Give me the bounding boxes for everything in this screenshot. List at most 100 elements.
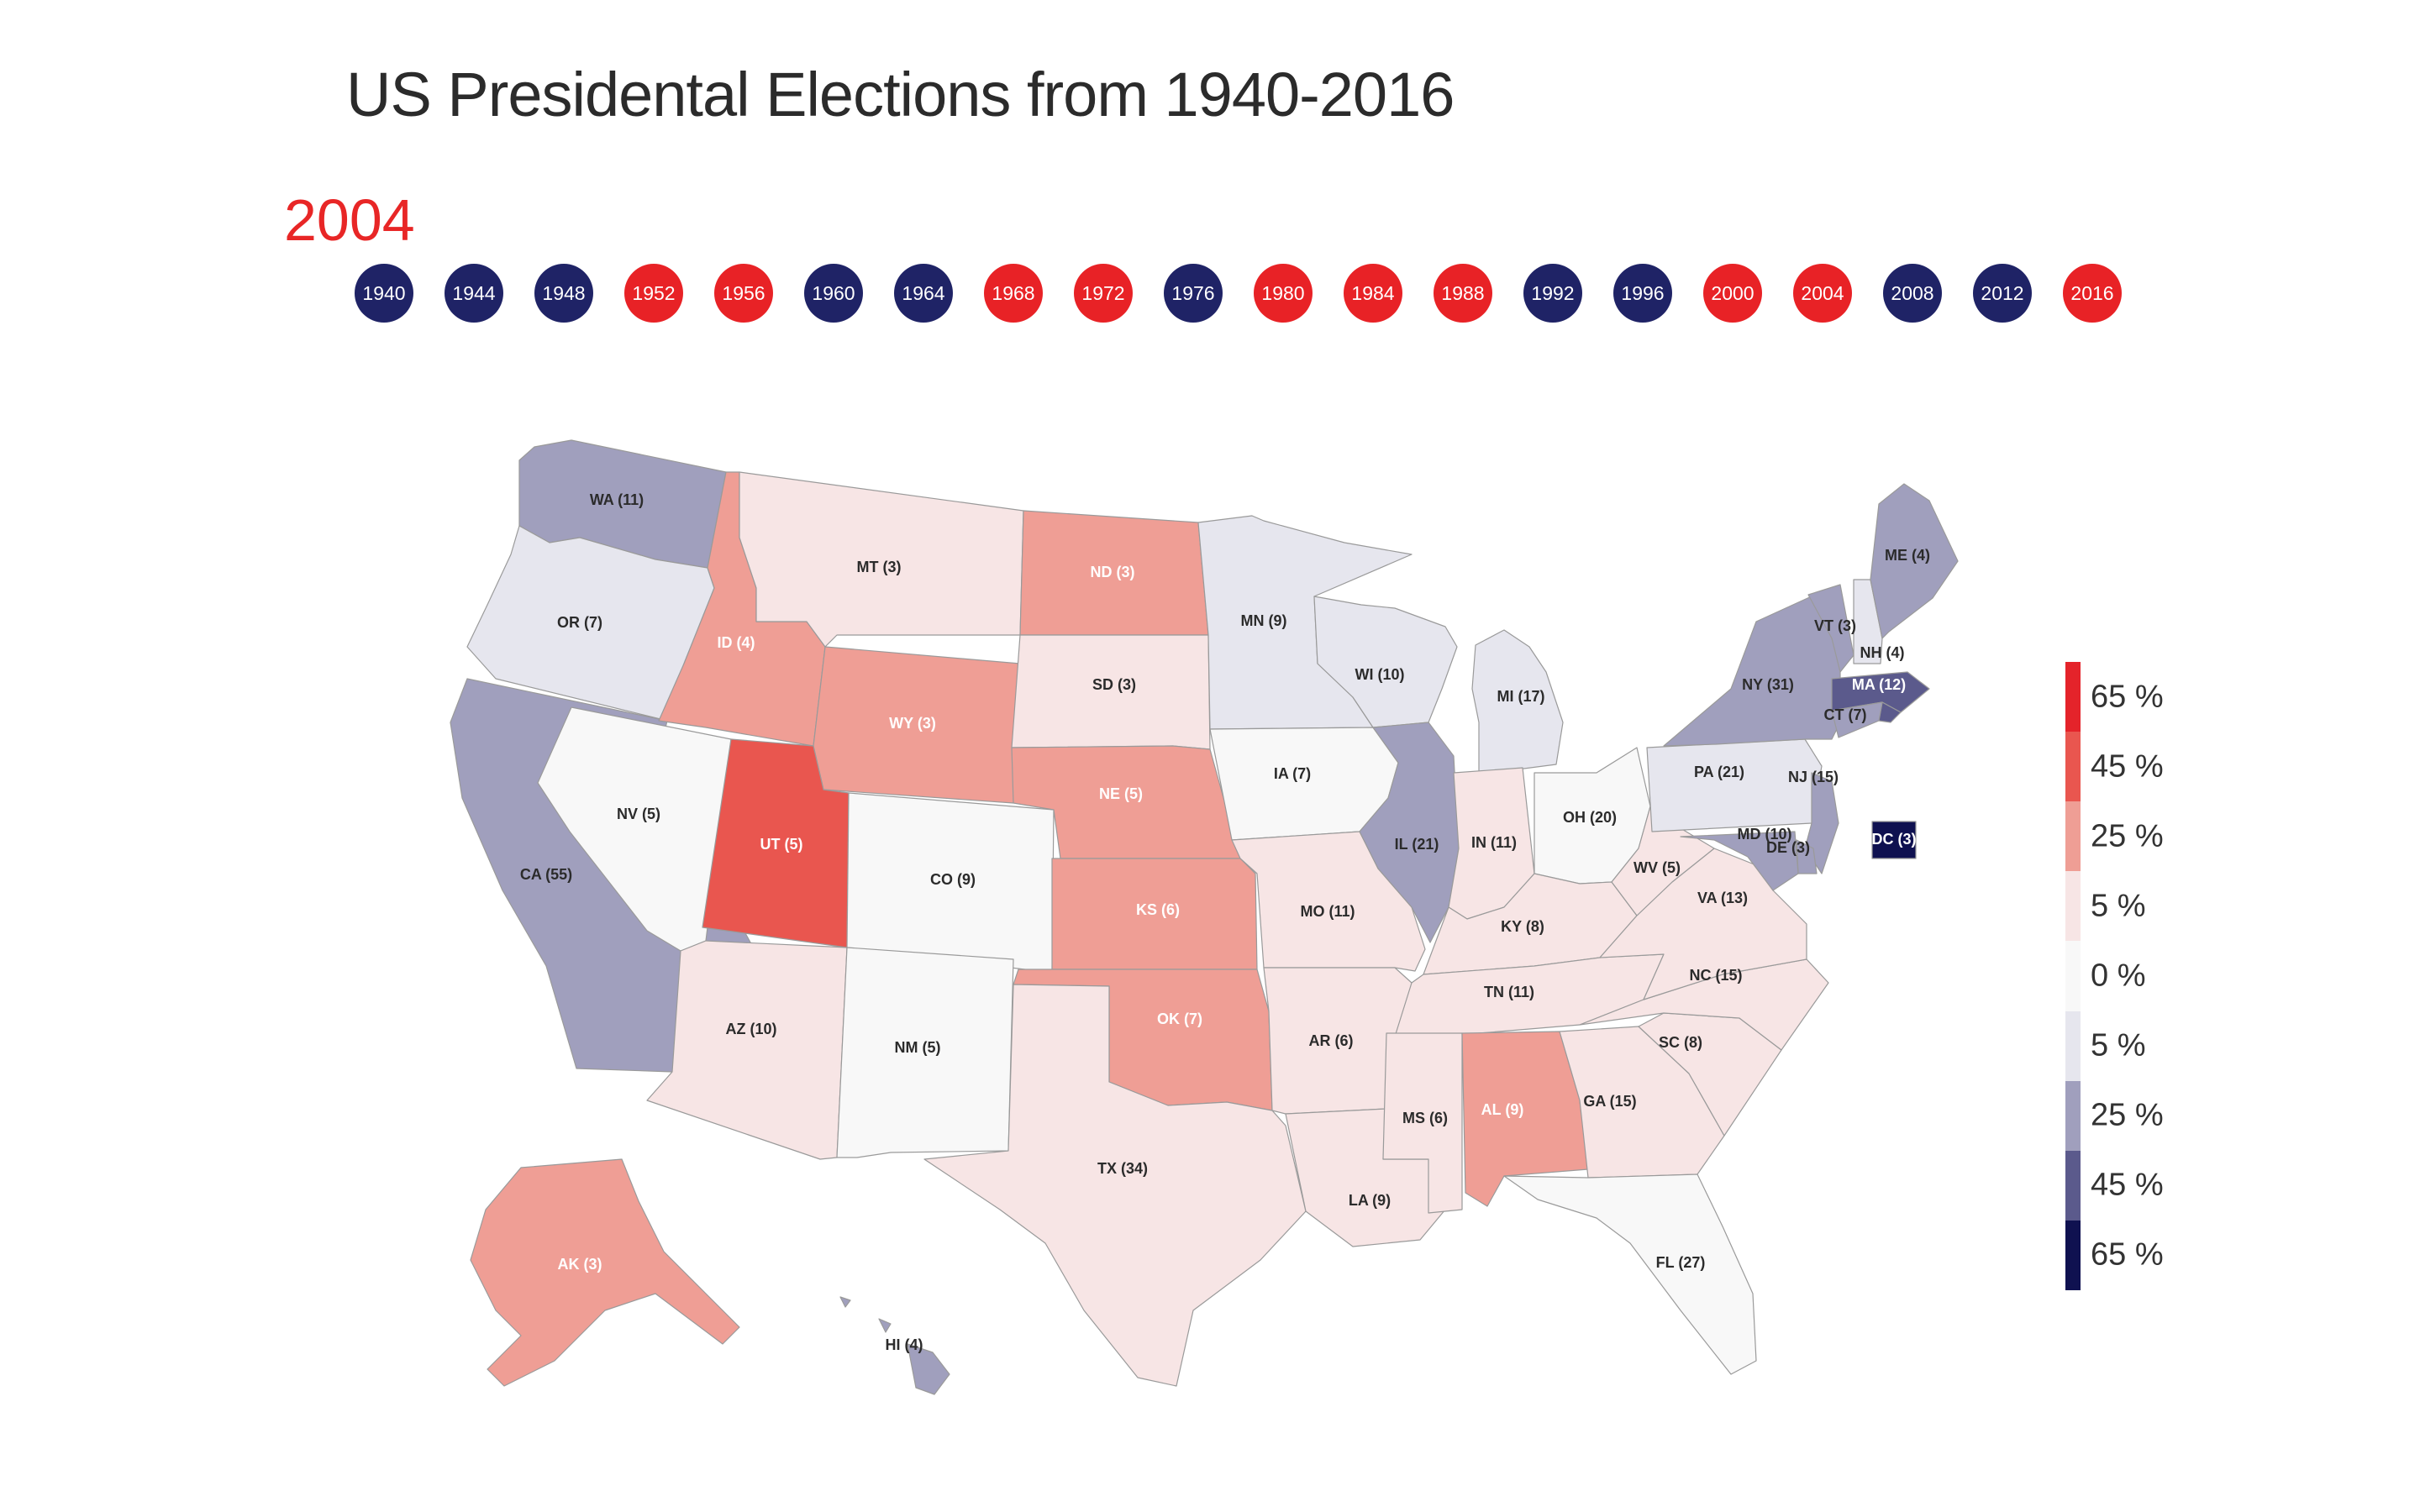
state-label-me: ME (4) <box>1885 547 1930 564</box>
state-label-mn: MN (9) <box>1241 612 1287 629</box>
year-button-2012[interactable]: 2012 <box>1973 264 2032 323</box>
year-button-1940[interactable]: 1940 <box>355 264 413 323</box>
state-nh[interactable] <box>1853 579 1883 664</box>
legend-label: 5 % <box>2091 888 2146 924</box>
state-label-nd: ND (3) <box>1091 564 1135 580</box>
legend-swatch <box>2065 1011 2081 1082</box>
state-label-va: VA (13) <box>1697 890 1748 906</box>
year-button-1996[interactable]: 1996 <box>1613 264 1672 323</box>
page-title: US Presidental Elections from 1940-2016 <box>346 60 1455 129</box>
legend-label: 25 % <box>2091 1097 2164 1133</box>
legend-swatch <box>2065 1080 2081 1152</box>
state-label-nj: NJ (15) <box>1788 769 1839 785</box>
year-button-2016[interactable]: 2016 <box>2063 264 2122 323</box>
state-label-mt: MT (3) <box>857 559 902 575</box>
state-ct[interactable] <box>1831 701 1883 738</box>
state-ks[interactable] <box>1051 858 1258 970</box>
legend-swatch <box>2065 871 2081 942</box>
state-mi[interactable] <box>1471 629 1564 775</box>
selected-year: 2004 <box>284 187 415 253</box>
legend-swatch <box>2065 1150 2081 1221</box>
state-label-wi: WI (10) <box>1355 666 1404 683</box>
state-label-id: ID (4) <box>718 634 755 651</box>
state-hi[interactable] <box>839 1296 950 1395</box>
state-label-ar: AR (6) <box>1309 1032 1354 1049</box>
state-label-sd: SD (3) <box>1092 676 1136 693</box>
state-label-ne: NE (5) <box>1099 785 1143 802</box>
state-il[interactable] <box>1359 722 1460 943</box>
year-button-1944[interactable]: 1944 <box>445 264 503 323</box>
state-label-sc: SC (8) <box>1659 1034 1702 1051</box>
year-button-1992[interactable]: 1992 <box>1523 264 1582 323</box>
state-label-vt: VT (3) <box>1814 617 1856 634</box>
state-ak[interactable] <box>470 1158 740 1387</box>
state-label-wa: WA (11) <box>590 491 644 508</box>
state-md[interactable] <box>1680 831 1799 891</box>
legend-label: 65 % <box>2091 1236 2164 1273</box>
state-fl[interactable] <box>1503 1173 1757 1375</box>
state-label-in: IN (11) <box>1471 834 1517 851</box>
state-me[interactable] <box>1870 483 1959 639</box>
year-button-2008[interactable]: 2008 <box>1883 264 1942 323</box>
year-button-2004[interactable]: 2004 <box>1793 264 1852 323</box>
state-label-az: AZ (10) <box>725 1021 776 1037</box>
state-label-ok: OK (7) <box>1157 1011 1202 1027</box>
state-label-ms: MS (6) <box>1402 1110 1448 1126</box>
state-label-nc: NC (15) <box>1689 967 1742 984</box>
state-wi[interactable] <box>1313 596 1458 728</box>
year-button-1984[interactable]: 1984 <box>1344 264 1402 323</box>
state-label-pa: PA (21) <box>1694 764 1744 780</box>
state-label-nm: NM (5) <box>895 1039 941 1056</box>
legend-swatch <box>2065 941 2081 1012</box>
state-label-ky: KY (8) <box>1501 918 1544 935</box>
state-label-ny: NY (31) <box>1742 676 1794 693</box>
state-pa[interactable] <box>1646 738 1823 832</box>
year-button-1976[interactable]: 1976 <box>1164 264 1223 323</box>
state-tx[interactable] <box>923 984 1307 1387</box>
year-button-1988[interactable]: 1988 <box>1434 264 1492 323</box>
state-label-ga: GA (15) <box>1583 1093 1636 1110</box>
legend-label: 65 % <box>2091 679 2164 715</box>
legend-label: 5 % <box>2091 1027 2146 1063</box>
state-label-nv: NV (5) <box>617 806 660 822</box>
state-label-nh: NH (4) <box>1860 644 1905 661</box>
state-label-md: MD (10) <box>1737 826 1791 843</box>
year-button-1960[interactable]: 1960 <box>804 264 863 323</box>
state-label-la: LA (9) <box>1349 1192 1391 1209</box>
legend-swatch <box>2065 732 2081 802</box>
state-label-mo: MO (11) <box>1300 903 1355 920</box>
state-label-ia: IA (7) <box>1274 765 1311 782</box>
state-label-fl: FL (27) <box>1656 1254 1706 1271</box>
year-button-1980[interactable]: 1980 <box>1254 264 1313 323</box>
state-nm[interactable] <box>836 947 1014 1158</box>
year-button-1948[interactable]: 1948 <box>534 264 593 323</box>
year-timeline: 1940 1944 1948 1952 1956 1960 1964 1968 1972 1976… <box>355 264 2153 326</box>
state-label-al: AL (9) <box>1481 1101 1524 1118</box>
year-button-1952[interactable]: 1952 <box>624 264 683 323</box>
color-legend: 65 % 45 % 25 % 5 % 0 % 5 % 25 % 45 % 65 % <box>2065 662 2233 1291</box>
year-button-1968[interactable]: 1968 <box>984 264 1043 323</box>
state-label-ma: MA (12) <box>1852 676 1906 693</box>
state-label-ca: CA (55) <box>520 866 572 883</box>
state-label-ak: AK (3) <box>558 1256 602 1273</box>
state-label-ks: KS (6) <box>1136 901 1180 918</box>
state-label-mi: MI (17) <box>1497 688 1544 705</box>
year-button-1972[interactable]: 1972 <box>1074 264 1133 323</box>
legend-label: 25 % <box>2091 818 2164 854</box>
state-label-ri: RI (4) <box>1896 715 1933 732</box>
year-button-1964[interactable]: 1964 <box>894 264 953 323</box>
state-label-hi: HI (4) <box>886 1336 923 1353</box>
legend-swatch <box>2065 662 2081 732</box>
state-vt[interactable] <box>1807 584 1854 673</box>
state-label-tn: TN (11) <box>1484 984 1534 1000</box>
legend-swatch <box>2065 1220 2081 1291</box>
legend-swatch <box>2065 801 2081 872</box>
state-wy[interactable] <box>813 646 1021 804</box>
state-label-de: DE (3) <box>1766 839 1810 856</box>
state-label-wy: WY (3) <box>889 715 936 732</box>
year-button-1956[interactable]: 1956 <box>714 264 773 323</box>
state-dc[interactable] <box>1871 821 1917 859</box>
state-label-tx: TX (34) <box>1097 1160 1148 1177</box>
year-button-2000[interactable]: 2000 <box>1703 264 1762 323</box>
